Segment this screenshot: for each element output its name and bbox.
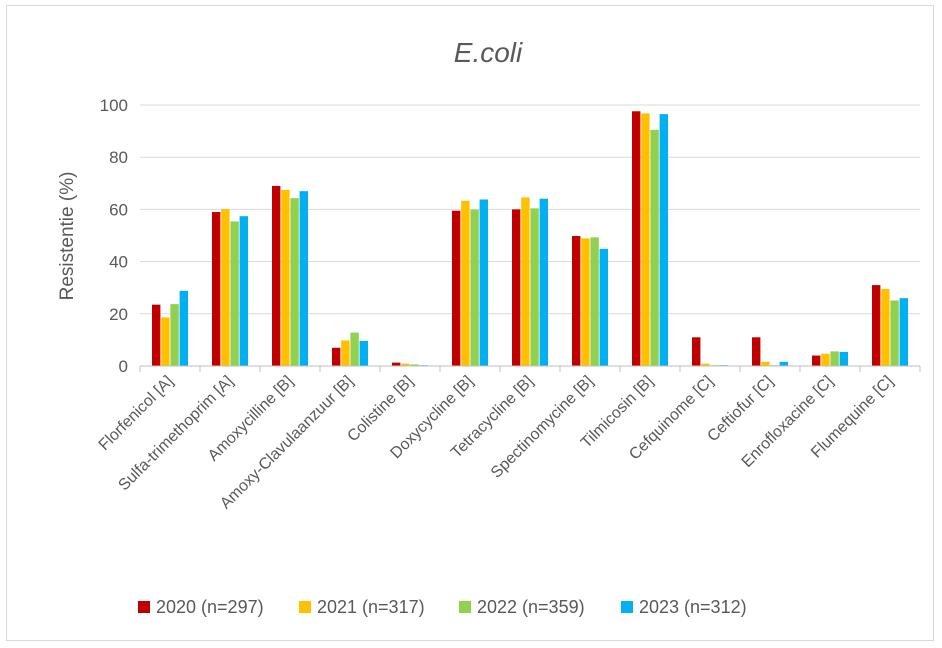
legend-label: 2022 (n=359): [477, 597, 585, 617]
bar: [632, 111, 641, 366]
bar: [899, 298, 908, 366]
bar: [470, 209, 479, 366]
bar: [512, 209, 521, 366]
bar: [332, 347, 341, 366]
bar: [221, 209, 230, 366]
bar: [239, 216, 248, 366]
bars: [152, 111, 908, 367]
bar: [230, 221, 239, 366]
chart-area: E.coli Resistentie (%) 0 20 40 60 80 100 Flor…: [6, 5, 934, 641]
bar: [152, 304, 161, 366]
bar: [461, 200, 470, 366]
bar: [359, 340, 368, 366]
bar: [872, 285, 881, 366]
bar: [839, 351, 848, 366]
bar-chart: E.coli Resistentie (%) 0 20 40 60 80 100 Flor…: [57, 37, 921, 617]
bar: [641, 113, 650, 367]
bar: [659, 114, 668, 366]
bar: [170, 304, 179, 366]
bar: [479, 199, 488, 366]
gridlines: [140, 104, 920, 315]
bar: [581, 238, 590, 366]
x-tick-label: Sulfa-trimethoprim [A]: [115, 373, 236, 494]
y-tick-label: 40: [109, 253, 128, 272]
y-tick-label: 20: [109, 305, 128, 324]
bar: [539, 198, 548, 366]
legend-swatch: [459, 601, 471, 613]
legend-label: 2021 (n=317): [317, 597, 425, 617]
y-axis-title: Resistentie (%): [57, 172, 78, 301]
y-tick-label: 60: [109, 200, 128, 219]
legend: 2020 (n=297) 2021 (n=317) 2022 (n=359) 2023…: [138, 597, 747, 617]
bar: [701, 363, 710, 366]
bar: [401, 363, 410, 366]
bar: [212, 212, 221, 366]
bar: [290, 198, 299, 366]
x-axis-ticks: Florfenicol [A]Sulfa-trimethoprim [A]Amo…: [96, 373, 897, 513]
y-tick-label: 100: [100, 96, 128, 115]
bar: [890, 300, 899, 366]
chart-title: E.coli: [454, 37, 523, 68]
y-tick-label: 80: [109, 148, 128, 167]
y-tick-label: 0: [119, 357, 128, 376]
legend-swatch: [299, 601, 311, 613]
bar: [341, 340, 350, 366]
bar: [410, 364, 419, 366]
bar: [779, 361, 788, 366]
x-axis: [139, 365, 921, 372]
bar: [650, 129, 659, 366]
legend-swatch: [621, 601, 633, 613]
bar: [692, 337, 701, 366]
y-axis-ticks: 0 20 40 60 80 100: [100, 96, 128, 376]
bar: [761, 361, 770, 366]
bar: [752, 337, 761, 366]
bar: [179, 290, 188, 366]
bar: [821, 353, 830, 366]
bar: [521, 197, 530, 366]
bar: [350, 332, 359, 366]
bar: [272, 185, 281, 366]
bar: [452, 210, 461, 366]
bar: [599, 248, 608, 366]
bar: [812, 355, 821, 366]
legend-label: 2020 (n=297): [156, 597, 264, 617]
bar: [392, 362, 401, 366]
legend-label: 2023 (n=312): [639, 597, 747, 617]
bar: [881, 289, 890, 366]
bar: [572, 236, 581, 366]
bar: [299, 191, 308, 366]
bar: [830, 351, 839, 366]
bar: [161, 317, 170, 366]
legend-swatch: [138, 601, 150, 613]
bar: [590, 237, 599, 366]
x-tick-label: Spectinomycine [B]: [488, 373, 597, 482]
bar: [530, 208, 539, 366]
bar: [281, 189, 290, 366]
